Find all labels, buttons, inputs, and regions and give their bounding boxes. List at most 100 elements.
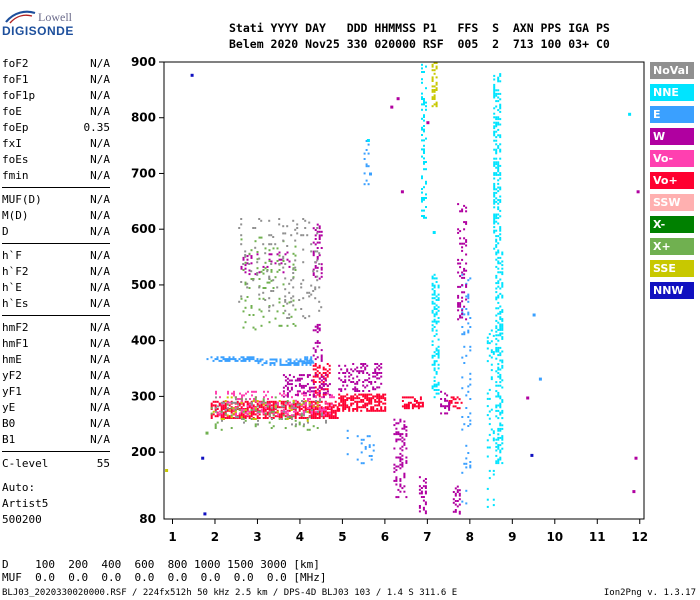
echo-point	[287, 362, 290, 365]
echo-point	[338, 397, 341, 400]
echo-point	[316, 223, 319, 226]
echo-point	[364, 366, 367, 369]
echo-point	[382, 395, 385, 398]
param-value: N/A	[90, 193, 110, 206]
echo-point	[435, 322, 438, 325]
echo-point	[433, 367, 436, 370]
echo-point	[246, 282, 249, 285]
echo-point	[366, 402, 369, 405]
echo-point	[495, 118, 498, 121]
echo-point	[456, 396, 459, 399]
echo-point	[267, 398, 269, 400]
echo-point	[435, 329, 438, 332]
echo-point	[264, 287, 267, 289]
echo-point	[238, 358, 241, 361]
echo-point	[490, 349, 493, 352]
echo-point	[433, 85, 436, 88]
echo-point	[270, 269, 273, 271]
echo-point	[260, 404, 263, 407]
echo-point	[330, 406, 333, 409]
echo-point	[501, 273, 504, 276]
echo-point	[251, 394, 253, 397]
param-row-fof1p: foF1p N/A	[2, 89, 110, 103]
echo-point	[370, 408, 373, 410]
echo-point	[238, 409, 241, 411]
echo-point	[273, 358, 276, 361]
echo-point	[444, 398, 447, 400]
echo-point	[262, 287, 265, 289]
echo-point	[290, 416, 293, 419]
echo-point	[370, 399, 373, 401]
echo-point	[282, 260, 285, 262]
echo-point	[411, 405, 414, 408]
echo-point	[465, 457, 468, 460]
echo-point	[348, 372, 351, 374]
echo-point	[254, 409, 257, 411]
echo-point	[501, 323, 504, 326]
echo-point	[285, 360, 288, 363]
echo-point	[366, 395, 369, 398]
echo-point	[446, 399, 449, 402]
echo-point	[222, 356, 225, 359]
echo-point	[421, 175, 423, 178]
echo-point	[250, 305, 253, 307]
echo-point	[380, 363, 383, 365]
echo-point	[312, 411, 315, 414]
echo-point	[330, 408, 333, 410]
echo-point	[296, 232, 299, 235]
echo-point	[368, 435, 371, 438]
y-min-label: 80	[139, 512, 156, 526]
echo-point	[378, 395, 381, 398]
echo-point	[493, 125, 496, 128]
echo-point	[378, 409, 381, 412]
param-separator	[2, 187, 110, 188]
y-tick-label: 400	[131, 334, 156, 348]
echo-point	[399, 438, 402, 441]
echo-point	[262, 243, 265, 246]
echo-point	[378, 404, 381, 407]
echo-point	[501, 411, 504, 414]
echo-point	[310, 358, 313, 361]
echo-point	[501, 332, 504, 335]
param-label: B1	[2, 433, 16, 446]
echo-point	[262, 297, 265, 300]
echo-point	[435, 103, 438, 106]
echo-point	[324, 383, 327, 386]
echo-point	[243, 408, 245, 411]
echo-point	[324, 379, 327, 382]
echo-point	[316, 266, 319, 269]
echo-point	[251, 403, 253, 406]
echo-point	[465, 354, 468, 357]
echo-point	[292, 375, 295, 378]
echo-point	[424, 487, 427, 489]
echo-point	[316, 257, 319, 260]
echo-point	[246, 255, 249, 258]
echo-point	[287, 403, 289, 406]
echo-point	[316, 370, 319, 373]
echo-point	[242, 258, 245, 261]
echo-point	[495, 327, 498, 330]
auto-program: Artist5	[2, 497, 49, 510]
echo-point	[298, 408, 301, 410]
echo-point	[368, 409, 371, 412]
param-row-fxi: fxI N/A	[2, 137, 110, 151]
echo-point	[285, 363, 288, 366]
echo-point	[266, 417, 269, 419]
echo-point	[324, 377, 327, 380]
echo-point	[366, 399, 369, 401]
echo-point	[401, 436, 404, 439]
echo-point	[362, 370, 365, 373]
echo-point	[495, 136, 498, 139]
echo-point	[437, 345, 440, 348]
echo-point	[499, 312, 502, 315]
echo-point	[495, 319, 498, 322]
echo-point	[399, 434, 402, 437]
echo-point	[290, 386, 293, 389]
echo-point	[310, 390, 313, 393]
echo-point	[461, 428, 464, 431]
echo-point	[324, 406, 327, 409]
echo-point	[296, 393, 299, 396]
echo-point	[295, 363, 298, 366]
echo-point	[493, 199, 496, 202]
echo-point	[368, 377, 371, 380]
